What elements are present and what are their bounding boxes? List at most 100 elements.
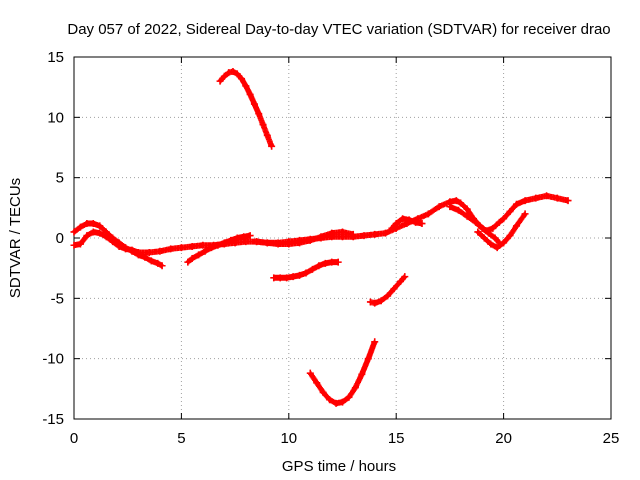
data-point [109,238,117,246]
data-point [321,259,329,267]
data-series [70,67,572,407]
data-point [543,192,551,200]
data-point [296,239,304,247]
series-arc-10 [446,203,503,247]
data-point [306,236,314,244]
data-point [472,218,480,226]
data-point [405,216,413,224]
data-point [463,205,471,213]
data-point [233,70,241,78]
series-track [307,338,378,407]
data-point [229,67,237,75]
data-point [366,298,374,306]
data-point [506,232,514,240]
data-point [412,218,420,226]
data-point [216,77,224,85]
data-point [188,255,196,263]
data-point [147,257,155,265]
chart-title: Day 057 of 2022, Sidereal Day-to-day VTE… [67,21,610,38]
data-point [233,234,241,242]
data-point [253,238,261,246]
data-point [76,240,84,248]
data-point [83,232,91,240]
data-point [201,247,209,255]
data-point [154,259,162,267]
data-point [76,223,84,231]
data-point [145,248,153,256]
data-point [302,269,310,277]
data-point [371,299,379,307]
data-point [238,75,246,83]
data-point [220,72,228,80]
data-point [487,240,495,248]
data-point [289,273,297,281]
series-arc-3 [184,232,254,266]
data-point [457,199,465,207]
data-point [332,399,340,407]
data-point [399,215,407,223]
data-point [328,258,336,266]
data-point [446,203,454,211]
x-tick-label: 10 [280,430,297,447]
y-tick-labels: -15 -10 -5 0 5 10 15 [42,49,64,428]
data-point [401,273,409,281]
data-point [360,232,368,240]
data-point [371,338,379,346]
series-arc-6 [270,258,342,282]
series-track [217,68,275,150]
data-point [388,224,396,232]
data-point [512,222,520,230]
series-arc-7 [306,338,379,407]
series-arc-4 [216,67,276,150]
data-point [491,234,499,242]
data-point [306,369,314,377]
data-point [184,258,192,266]
y-tick-label: -10 [42,351,64,368]
data-point [424,210,432,218]
data-point [158,262,166,270]
axis-ticks [73,56,612,420]
data-point [553,194,561,202]
data-point [255,110,263,118]
y-tick-label: 10 [47,109,64,126]
data-point [377,297,385,305]
data-point [263,239,271,247]
data-point [70,228,78,236]
data-point [532,194,540,202]
data-point [246,232,254,240]
data-point [317,233,325,241]
data-point [485,229,493,237]
data-point [156,247,164,255]
data-point [220,239,228,247]
data-point [396,277,404,285]
data-point [122,245,130,253]
data-point [349,230,357,238]
data-point [296,271,304,279]
x-tick-label: 5 [177,430,185,447]
y-axis-label: SDTVAR / TECUs [7,178,24,298]
data-point [89,220,97,228]
data-point [70,241,78,249]
data-point [454,206,462,214]
data-point [392,220,400,228]
data-point [521,197,529,205]
x-tick-label: 15 [388,430,405,447]
data-point [96,222,104,230]
series-arc-9 [388,215,426,232]
data-point [493,244,501,252]
data-point [315,262,323,270]
data-point [225,69,233,77]
data-point [512,200,520,208]
data-point [345,393,353,401]
data-point [89,228,97,236]
data-point [276,274,284,282]
data-point [521,210,529,218]
data-point [227,236,235,244]
data-point [489,224,497,232]
x-tick-labels: 0 5 10 15 20 25 [70,430,620,447]
data-point [480,234,488,242]
data-point [246,90,254,98]
data-point [283,274,291,282]
data-point [328,229,336,237]
